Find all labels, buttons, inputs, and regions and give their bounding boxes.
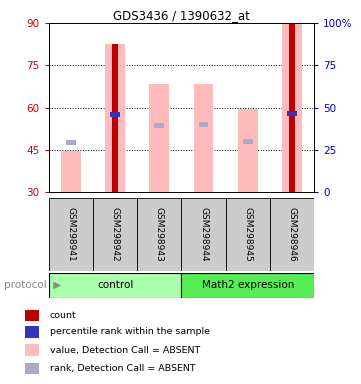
Text: protocol  ▶: protocol ▶	[4, 280, 61, 290]
Bar	[238, 109, 258, 192]
Bar	[61, 151, 81, 192]
Bar	[110, 112, 120, 117]
Text: control: control	[97, 280, 133, 290]
Text: GSM298942: GSM298942	[110, 207, 119, 262]
Bar	[49, 198, 93, 271]
Bar	[181, 273, 314, 298]
Bar	[181, 198, 226, 271]
Bar	[49, 273, 181, 298]
Title: GDS3436 / 1390632_at: GDS3436 / 1390632_at	[113, 9, 250, 22]
Bar	[155, 123, 164, 128]
Bar	[105, 44, 125, 192]
Bar	[243, 139, 253, 144]
Bar	[149, 84, 169, 192]
Bar	[199, 122, 208, 127]
Bar	[93, 198, 137, 271]
Bar	[226, 198, 270, 271]
Text: count: count	[50, 311, 77, 320]
Bar	[282, 23, 302, 192]
Bar	[25, 362, 39, 374]
Text: value, Detection Call = ABSENT: value, Detection Call = ABSENT	[50, 346, 200, 355]
Text: GSM298946: GSM298946	[287, 207, 296, 262]
Bar	[287, 111, 297, 116]
Bar	[66, 140, 76, 145]
Bar	[25, 344, 39, 356]
Text: rank, Detection Call = ABSENT: rank, Detection Call = ABSENT	[50, 364, 195, 373]
Bar	[25, 326, 39, 338]
Text: GSM298945: GSM298945	[243, 207, 252, 262]
Text: GSM298941: GSM298941	[66, 207, 75, 262]
Text: GSM298943: GSM298943	[155, 207, 164, 262]
Bar	[193, 84, 213, 192]
Text: Math2 expression: Math2 expression	[201, 280, 294, 290]
Bar	[112, 44, 118, 192]
Bar	[289, 23, 295, 192]
Bar	[270, 198, 314, 271]
Text: percentile rank within the sample: percentile rank within the sample	[50, 328, 210, 336]
Bar	[25, 310, 39, 321]
Text: GSM298944: GSM298944	[199, 207, 208, 262]
Bar	[137, 198, 182, 271]
